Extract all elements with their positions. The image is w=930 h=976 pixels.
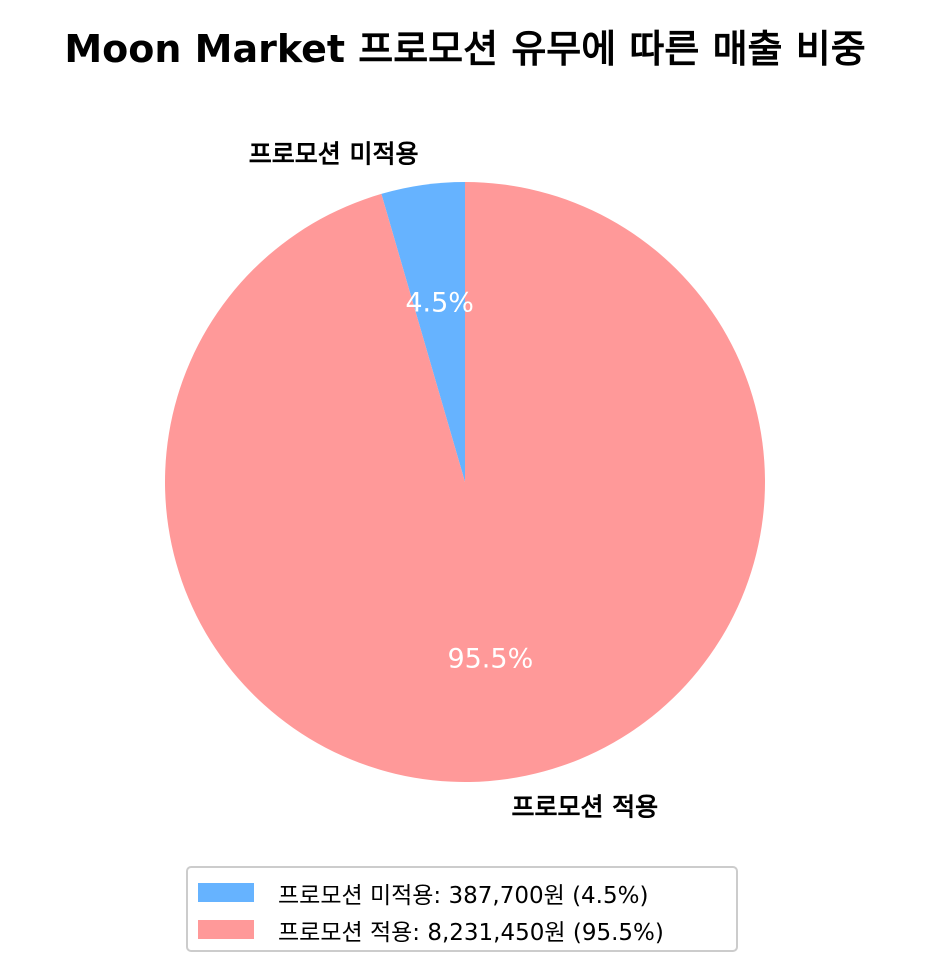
- pie-slice-promotion: [164, 181, 766, 782]
- slice-label-promotion: 프로모션 적용: [511, 793, 658, 822]
- legend-swatch-no-promotion: [198, 883, 254, 902]
- percent-label-promotion: 95.5%: [447, 644, 533, 675]
- legend-item-promotion: 프로모션 적용: 8,231,450원 (95.5%): [198, 911, 736, 948]
- slice-label-no-promotion: 프로모션 미적용: [249, 139, 419, 168]
- pie-labels: 프로모션 미적용 4.5% 프로모션 적용 95.5%: [249, 139, 658, 821]
- legend: 프로모션 미적용: 387,700원 (4.5%) 프로모션 적용: 8,231…: [186, 866, 738, 952]
- legend-item-no-promotion: 프로모션 미적용: 387,700원 (4.5%): [198, 874, 736, 911]
- pie-slice-no-promotion: [381, 182, 465, 482]
- legend-swatch-promotion: [198, 920, 254, 939]
- pie-slices: [164, 181, 766, 782]
- legend-label-no-promotion: 프로모션 미적용: 387,700원 (4.5%): [278, 882, 649, 909]
- percent-label-no-promotion: 4.5%: [405, 287, 474, 318]
- legend-label-promotion: 프로모션 적용: 8,231,450원 (95.5%): [278, 919, 664, 946]
- chart-title: Moon Market 프로모션 유무에 따른 매출 비중: [64, 27, 866, 71]
